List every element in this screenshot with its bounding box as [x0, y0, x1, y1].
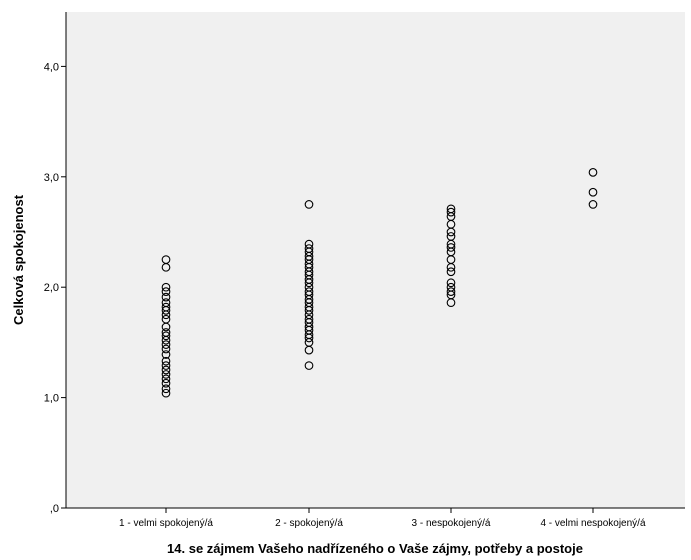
data-point: [446, 278, 456, 288]
data-point: [161, 361, 171, 370]
x-tick-label: 1 - velmi spokojený/á: [119, 518, 213, 529]
data-point: [161, 350, 171, 359]
data-point: [161, 287, 171, 296]
y-axis-ticks: ,0 1,0 2,0 3,0 4,0: [44, 61, 66, 515]
x-tick-label: 3 - nespokojený/á: [412, 518, 491, 529]
data-point: [161, 340, 171, 349]
data-point: [161, 282, 171, 292]
plot-background: [66, 12, 685, 508]
y-tick-label: 3,0: [44, 172, 59, 184]
data-point: [304, 278, 314, 288]
data-point: [446, 207, 456, 217]
data-point: [446, 227, 456, 237]
data-point: [588, 187, 598, 197]
data-point: [161, 322, 171, 332]
x-axis-ticks: 1 - velmi spokojený/á 2 - spokojený/á 3 - …: [119, 508, 646, 529]
y-tick-label: 1,0: [44, 393, 59, 405]
y-tick-label: ,0: [50, 503, 59, 515]
x-tick-label: 4 - velmi nespokojený/á: [540, 518, 645, 529]
data-points: [161, 168, 598, 398]
data-point: [161, 292, 171, 302]
data-point: [304, 333, 314, 343]
y-axis-title: Celková spokojenost: [11, 194, 26, 325]
y-tick-label: 4,0: [44, 61, 59, 73]
data-point: [161, 356, 171, 366]
data-point: [446, 267, 456, 277]
x-axis-title: 14. se zájmem Vašeho nadřízeného o Vaše …: [167, 541, 583, 556]
data-point: [161, 331, 171, 341]
data-point: [161, 378, 171, 388]
data-point: [304, 200, 314, 209]
x-tick-label: 2 - spokojený/á: [275, 518, 343, 529]
data-point: [446, 262, 456, 272]
data-point: [161, 335, 171, 345]
data-point: [161, 388, 171, 398]
data-point: [588, 168, 598, 177]
data-point: [161, 306, 171, 315]
data-point: [446, 243, 456, 252]
data-point: [161, 344, 171, 354]
data-point: [588, 200, 598, 209]
data-point: [304, 306, 314, 315]
data-point: [161, 310, 171, 320]
data-point: [446, 298, 456, 308]
data-point: [161, 365, 171, 375]
y-tick-label: 2,0: [44, 282, 59, 294]
data-point: [446, 287, 456, 296]
data-point: [304, 345, 314, 355]
data-point: [161, 370, 171, 379]
data-point: [161, 384, 171, 394]
data-point: [304, 361, 314, 370]
data-point: [161, 262, 171, 272]
data-point: [161, 374, 171, 384]
